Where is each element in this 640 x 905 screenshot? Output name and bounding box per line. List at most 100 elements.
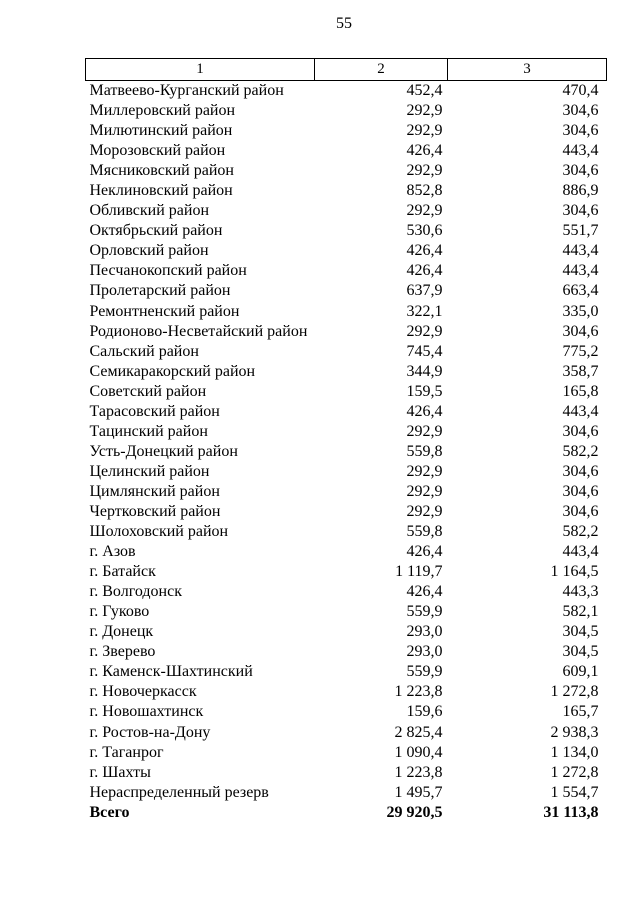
table-row: Мясниковский район 292,9 304,6 <box>86 161 607 181</box>
table-row: Нераспределенный резерв 1 495,7 1 554,7 <box>86 783 607 803</box>
col2-value-cell: 292,9 <box>406 122 443 140</box>
table-row: Милютинский район 292,9 304,6 <box>86 121 607 141</box>
district-name-cell: Песчанокопский район <box>89 262 247 280</box>
header-col-1: 1 <box>85 58 315 81</box>
header-col-3: 3 <box>447 58 607 81</box>
district-name-cell: Орловский район <box>89 242 209 260</box>
col3-value-cell: 443,4 <box>562 402 599 420</box>
col3-value-cell: 165,7 <box>562 703 599 721</box>
table-row: Всего 29 920,5 31 113,8 <box>86 803 607 823</box>
col2-value-cell: 852,8 <box>406 182 443 200</box>
col2-value-cell: 637,9 <box>406 282 443 300</box>
col2-value-cell: 293,0 <box>406 643 443 661</box>
col3-value-cell: 304,6 <box>562 162 599 180</box>
col2-value-cell: 559,9 <box>406 603 443 621</box>
col2-value-cell: 1 223,8 <box>394 763 443 781</box>
district-name-cell: г. Новошахтинск <box>89 703 204 721</box>
table-row: Октябрьский район 530,6 551,7 <box>86 221 607 241</box>
col2-value-cell: 426,4 <box>406 402 443 420</box>
col3-value-cell: 443,4 <box>562 262 599 280</box>
district-name-cell: Миллеровский район <box>89 102 236 120</box>
col2-value-cell: 426,4 <box>406 242 443 260</box>
col3-value-cell: 551,7 <box>562 222 599 240</box>
col3-value-cell: 304,6 <box>562 102 599 120</box>
district-name-cell: Ремонтненский район <box>89 302 240 320</box>
district-name-cell: Родионово-Несветайский район <box>89 322 308 340</box>
district-name-cell: г. Каменск-Шахтинский <box>89 663 253 681</box>
table-row: Песчанокопский район 426,4 443,4 <box>86 261 607 281</box>
col3-value-cell: 304,6 <box>562 462 599 480</box>
col2-value-cell: 292,9 <box>406 502 443 520</box>
col3-value-cell: 1 554,7 <box>550 783 599 801</box>
col3-value-cell: 304,5 <box>562 623 599 641</box>
col3-value-cell: 304,6 <box>562 422 599 440</box>
table-row: Морозовский район 426,4 443,4 <box>86 141 607 161</box>
col3-value-cell: 1 164,5 <box>550 563 599 581</box>
col2-value-cell: 426,4 <box>406 262 443 280</box>
district-name-cell: Морозовский район <box>89 142 226 160</box>
district-name-cell: Пролетарский район <box>89 282 231 300</box>
col2-value-cell: 159,5 <box>406 382 443 400</box>
table-row: г. Волгодонск 426,4 443,3 <box>86 582 607 602</box>
table-row: Матвеево-Курганский район 452,4 470,4 <box>86 81 607 102</box>
col2-value-cell: 1 223,8 <box>394 683 443 701</box>
col2-value-cell: 1 090,4 <box>394 743 443 761</box>
district-name-cell: г. Ростов-на-Дону <box>89 723 211 741</box>
table-row: Пролетарский район 637,9 663,4 <box>86 281 607 301</box>
col3-value-cell: 663,4 <box>562 282 599 300</box>
district-name-cell: Неклиновский район <box>89 182 233 200</box>
col2-value-cell: 1 119,7 <box>395 563 443 581</box>
table-header: 1 2 3 <box>85 58 607 81</box>
col2-value-cell: 292,9 <box>406 422 443 440</box>
district-name-cell: Нераспределенный резерв <box>89 783 269 801</box>
col2-value-cell: 452,4 <box>406 82 443 99</box>
table-row: Целинский район 292,9 304,6 <box>86 462 607 482</box>
col2-value-cell: 293,0 <box>406 623 443 641</box>
col2-value-cell: 292,9 <box>406 322 443 340</box>
table-row: Тарасовский район 426,4 443,4 <box>86 402 607 422</box>
col3-value-cell: 886,9 <box>562 182 599 200</box>
table-row: г. Новошахтинск 159,6 165,7 <box>86 702 607 722</box>
col2-value-cell: 426,4 <box>406 583 443 601</box>
col2-value-cell: 292,9 <box>406 102 443 120</box>
col2-value-cell: 292,9 <box>406 162 443 180</box>
col3-value-cell: 1 134,0 <box>550 743 599 761</box>
district-name-cell: г. Волгодонск <box>89 583 182 601</box>
col3-value-cell: 443,4 <box>562 543 599 561</box>
col3-value-cell: 443,3 <box>562 583 599 601</box>
district-name-cell: Обливский район <box>89 202 210 220</box>
col3-value-cell: 1 272,8 <box>550 683 599 701</box>
district-name-cell: Всего <box>89 803 130 821</box>
district-name-cell: г. Зверево <box>89 643 156 661</box>
district-name-cell: г. Гуково <box>89 603 150 621</box>
table-row: Ремонтненский район 322,1 335,0 <box>86 302 607 322</box>
col3-value-cell: 31 113,8 <box>543 803 599 821</box>
table-row: г. Азов 426,4 443,4 <box>86 542 607 562</box>
col3-value-cell: 304,6 <box>562 482 599 500</box>
col3-value-cell: 304,6 <box>562 322 599 340</box>
col3-value-cell: 358,7 <box>562 362 599 380</box>
table-row: Тацинский район 292,9 304,6 <box>86 422 607 442</box>
col3-value-cell: 1 272,8 <box>550 763 599 781</box>
col2-value-cell: 292,9 <box>406 482 443 500</box>
table-row: Миллеровский район 292,9 304,6 <box>86 101 607 121</box>
col3-value-cell: 775,2 <box>562 342 599 360</box>
district-name-cell: Мясниковский район <box>89 162 234 180</box>
page-number: 55 <box>336 15 352 32</box>
district-name-cell: г. Батайск <box>89 563 156 581</box>
table-row: Орловский район 426,4 443,4 <box>86 241 607 261</box>
district-name-cell: Тарасовский район <box>89 402 220 420</box>
table-row: г. Донецк 293,0 304,5 <box>86 622 607 642</box>
district-name-cell: г. Шахты <box>89 763 151 781</box>
header-col-2: 2 <box>314 58 448 81</box>
header-row: 1 2 3 <box>85 58 607 81</box>
col3-value-cell: 470,4 <box>562 82 599 99</box>
col2-value-cell: 559,8 <box>406 442 443 460</box>
table-row: Шолоховский район 559,8 582,2 <box>86 522 607 542</box>
table-row: Сальский район 745,4 775,2 <box>86 342 607 362</box>
district-name-cell: Целинский район <box>89 462 210 480</box>
col2-value-cell: 344,9 <box>406 362 443 380</box>
district-name-cell: Чертковский район <box>89 502 221 520</box>
district-name-cell: Цимлянский район <box>89 482 220 500</box>
col3-value-cell: 304,6 <box>562 122 599 140</box>
